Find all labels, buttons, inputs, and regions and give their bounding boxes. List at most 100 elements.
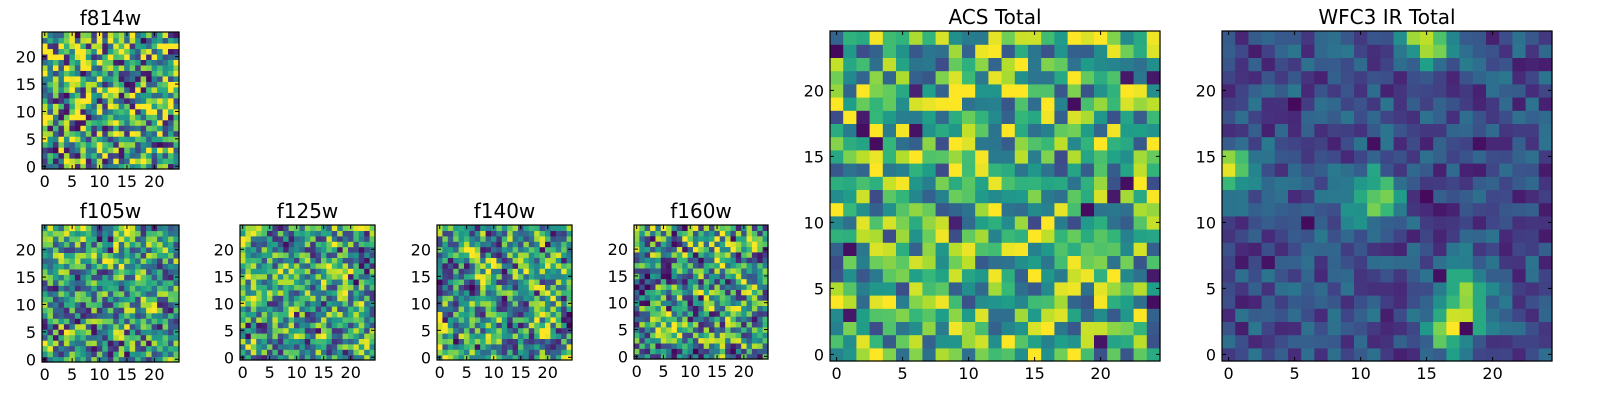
heatmap-cell <box>124 301 131 308</box>
heatmap-cell <box>1288 229 1302 243</box>
heatmap-cell <box>1261 308 1276 322</box>
heatmap-cell <box>523 289 530 296</box>
heatmap-cell <box>566 289 573 296</box>
heatmap-cell <box>1314 83 1329 98</box>
heatmap-cell <box>283 273 290 280</box>
heatmap-cell <box>310 322 317 329</box>
heatmap-cell <box>146 163 153 170</box>
heatmap-cell <box>671 241 678 248</box>
heatmap-cell <box>730 289 737 296</box>
heatmap-cell <box>1380 97 1395 111</box>
heatmap-cell <box>746 321 753 328</box>
heatmap-cell <box>102 268 109 275</box>
heatmap-cell <box>304 338 311 345</box>
heatmap-cell <box>162 296 169 303</box>
heatmap-cell <box>703 246 710 253</box>
heatmap-cell <box>364 268 371 275</box>
heatmap-cell <box>146 230 153 237</box>
heatmap-cell <box>283 311 290 318</box>
heatmap-cell <box>975 281 989 296</box>
heatmap-cell <box>660 230 667 237</box>
heatmap-cell <box>52 97 60 104</box>
heatmap-cell <box>1301 176 1315 190</box>
heatmap-cell <box>660 310 667 317</box>
heatmap-cell <box>1146 255 1161 270</box>
heatmap-cell <box>830 70 844 85</box>
heatmap-cell <box>566 257 573 264</box>
heatmap-cell <box>299 349 306 356</box>
heatmap-cell <box>437 252 443 258</box>
heatmap-cell <box>1080 295 1095 309</box>
heatmap-cell <box>245 349 252 356</box>
heatmap-cell <box>277 284 284 291</box>
heatmap-cell <box>157 32 164 39</box>
heatmap-cell <box>69 48 76 55</box>
heatmap-cell <box>1512 83 1527 98</box>
heatmap-cell <box>1354 255 1368 270</box>
heatmap-cell <box>655 321 662 328</box>
heatmap-cell <box>129 163 136 170</box>
heatmap-cell <box>1393 31 1408 45</box>
heatmap-cell <box>47 42 54 50</box>
heatmap-cell <box>331 252 338 258</box>
heatmap-cell <box>507 338 514 345</box>
heatmap-cell <box>458 289 465 296</box>
heatmap-cell <box>856 136 871 151</box>
heatmap-cell <box>751 300 758 306</box>
heatmap-cell <box>1235 31 1249 45</box>
heatmap-cell <box>988 163 1003 177</box>
heatmap-cell <box>69 334 76 341</box>
heatmap-cell <box>173 97 180 104</box>
heatmap-cell <box>250 295 257 302</box>
heatmap-cell <box>107 119 114 126</box>
heatmap-cell <box>272 246 279 253</box>
heatmap-cell <box>534 300 541 307</box>
heatmap-cell <box>655 326 662 333</box>
heatmap-cell <box>1261 281 1276 296</box>
heatmap-cell <box>348 316 354 323</box>
heatmap-cell <box>63 257 70 264</box>
heatmap-cell <box>102 356 109 363</box>
heatmap-cell <box>47 235 54 243</box>
heatmap-cell <box>719 348 726 355</box>
heatmap-cell <box>113 70 120 77</box>
heatmap-cell <box>74 81 81 88</box>
heatmap-cell <box>975 44 989 58</box>
heatmap-cell <box>741 278 748 285</box>
heatmap-cell <box>843 163 857 177</box>
heatmap-cell <box>709 337 715 344</box>
heatmap-cell <box>660 257 667 264</box>
heatmap-cell <box>294 230 300 237</box>
heatmap-cell <box>896 31 910 45</box>
heatmap-cell <box>348 246 354 253</box>
heatmap-cell <box>353 311 360 318</box>
heatmap-cell <box>118 235 125 243</box>
heatmap-cell <box>1014 268 1029 283</box>
heatmap-cell <box>464 284 470 291</box>
heatmap-cell <box>107 235 114 243</box>
heatmap-cell <box>698 257 705 264</box>
heatmap-cell <box>74 141 81 148</box>
heatmap-cell <box>1235 176 1249 190</box>
heatmap-cell <box>1367 202 1381 217</box>
heatmap-cell <box>869 123 884 138</box>
heatmap-cell <box>118 97 125 104</box>
heatmap-cell <box>135 307 142 314</box>
heatmap-cell <box>47 147 54 154</box>
heatmap-cell <box>725 353 732 360</box>
heatmap-cell <box>326 322 333 329</box>
heatmap-cell <box>52 312 60 319</box>
heatmap-cell <box>1512 308 1527 322</box>
heatmap-cell <box>129 75 136 82</box>
heatmap-cell <box>1459 57 1474 72</box>
heatmap-cell <box>534 295 541 302</box>
heatmap-cell <box>709 326 715 333</box>
heatmap-cell <box>113 351 120 358</box>
heatmap-cell <box>135 340 142 347</box>
heatmap-cell <box>162 235 169 243</box>
heatmap-cell <box>140 147 147 154</box>
heatmap-cell <box>687 321 694 328</box>
heatmap-cell <box>741 235 748 242</box>
heatmap-cell <box>256 338 263 345</box>
heatmap-cell <box>1420 97 1434 111</box>
